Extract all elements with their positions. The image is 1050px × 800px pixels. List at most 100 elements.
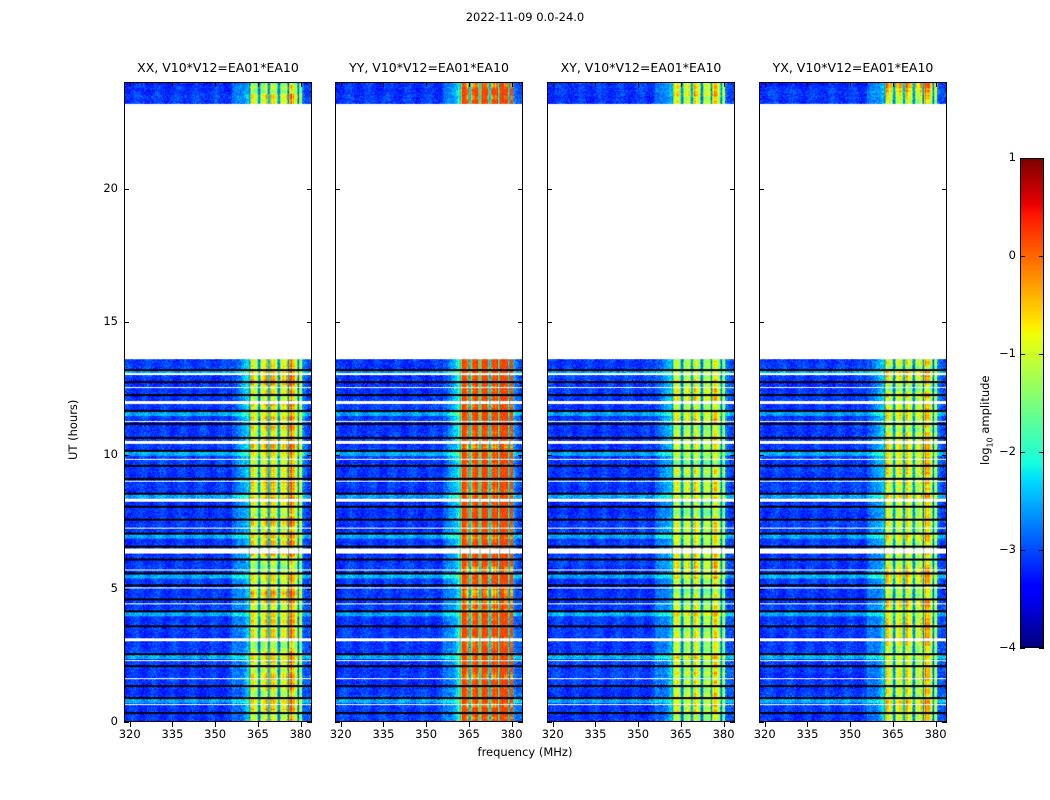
waterfall-panel-yx[interactable] xyxy=(759,82,947,722)
y-tick-label: 15 xyxy=(103,314,118,328)
waterfall-panel-yy[interactable] xyxy=(335,82,523,722)
x-tick-label: 350 xyxy=(204,727,227,741)
waterfall-image-xy xyxy=(548,83,734,721)
x-tick-mark xyxy=(511,722,513,727)
colorbar-tick-mark xyxy=(1020,158,1025,159)
x-tick-mark xyxy=(383,82,385,87)
waterfall-panel-xy[interactable] xyxy=(547,82,735,722)
x-tick-label: 380 xyxy=(289,727,312,741)
x-tick-mark xyxy=(340,722,342,727)
panel-title-yx: YX, V10*V12=EA01*EA10 xyxy=(772,60,934,75)
x-axis-label: frequency (MHz) xyxy=(477,745,573,759)
x-tick-mark xyxy=(300,82,302,87)
x-tick-mark xyxy=(638,722,640,727)
colorbar-tick-mark xyxy=(1020,550,1025,551)
colorbar-tick-label: −3 xyxy=(999,542,1016,556)
y-tick-mark xyxy=(518,588,523,590)
y-tick-mark xyxy=(124,455,129,457)
y-tick-mark xyxy=(547,188,552,190)
y-tick-mark xyxy=(335,722,340,723)
x-tick-mark xyxy=(426,82,428,87)
y-tick-mark xyxy=(547,322,552,323)
colorbar-tick-mark xyxy=(1020,452,1025,453)
x-tick-label: 320 xyxy=(541,727,564,741)
y-tick-mark xyxy=(942,188,947,190)
x-tick-mark xyxy=(468,722,470,727)
x-tick-mark xyxy=(552,722,554,727)
x-tick-mark xyxy=(300,722,302,727)
y-tick-mark xyxy=(307,322,312,323)
panel-title-yy: YY, V10*V12=EA01*EA10 xyxy=(349,60,509,75)
colorbar-tick-label: −2 xyxy=(999,444,1016,458)
colorbar-tick-mark xyxy=(1039,158,1044,159)
colorbar-tick-mark xyxy=(1039,648,1044,649)
x-tick-mark xyxy=(215,82,217,87)
x-tick-label: 320 xyxy=(753,727,776,741)
x-tick-mark xyxy=(257,722,259,727)
waterfall-image-xx xyxy=(125,83,311,721)
x-tick-label: 335 xyxy=(161,727,184,741)
waterfall-image-yx xyxy=(760,83,946,721)
x-tick-mark xyxy=(172,722,174,727)
x-tick-mark xyxy=(935,722,937,727)
y-tick-mark xyxy=(518,722,523,723)
y-tick-mark xyxy=(307,455,312,457)
x-tick-mark xyxy=(935,82,937,87)
x-tick-mark xyxy=(850,82,852,87)
colorbar-gradient xyxy=(1021,159,1043,647)
waterfall-image-yy xyxy=(336,83,522,721)
panel-title-xx: XX, V10*V12=EA01*EA10 xyxy=(137,60,299,75)
y-tick-mark xyxy=(942,722,947,723)
x-tick-label: 335 xyxy=(372,727,395,741)
x-tick-label: 380 xyxy=(500,727,523,741)
x-tick-mark xyxy=(129,82,131,87)
x-tick-mark xyxy=(807,82,809,87)
x-tick-mark xyxy=(680,722,682,727)
x-tick-mark xyxy=(383,722,385,727)
x-tick-mark xyxy=(595,722,597,727)
x-tick-mark xyxy=(511,82,513,87)
colorbar-tick-mark xyxy=(1020,354,1025,355)
y-tick-mark xyxy=(547,588,552,590)
x-tick-label: 365 xyxy=(457,727,480,741)
colorbar-tick-mark xyxy=(1039,256,1044,257)
y-tick-mark xyxy=(759,322,764,323)
colorbar-tick-mark xyxy=(1039,354,1044,355)
y-tick-mark xyxy=(335,588,340,590)
colorbar-tick-label: 0 xyxy=(1008,248,1016,262)
figure-suptitle: 2022-11-09 0.0-24.0 xyxy=(465,10,585,24)
y-axis-label: UT (hours) xyxy=(66,399,80,460)
x-tick-mark xyxy=(595,82,597,87)
y-tick-mark xyxy=(335,188,340,190)
x-tick-mark xyxy=(257,82,259,87)
y-tick-mark xyxy=(307,588,312,590)
colorbar xyxy=(1020,158,1044,648)
colorbar-tick-mark xyxy=(1039,550,1044,551)
colorbar-tick-mark xyxy=(1020,256,1025,257)
y-tick-mark xyxy=(518,322,523,323)
x-tick-mark xyxy=(680,82,682,87)
x-tick-mark xyxy=(723,82,725,87)
x-tick-label: 365 xyxy=(246,727,269,741)
x-tick-mark xyxy=(426,722,428,727)
y-tick-label: 0 xyxy=(110,714,118,728)
x-tick-mark xyxy=(172,82,174,87)
x-tick-label: 350 xyxy=(627,727,650,741)
colorbar-label-text: amplitude xyxy=(978,375,992,434)
x-tick-mark xyxy=(850,722,852,727)
waterfall-panel-xx[interactable] xyxy=(124,82,312,722)
y-tick-mark xyxy=(942,455,947,457)
y-tick-mark xyxy=(759,588,764,590)
x-tick-mark xyxy=(892,722,894,727)
y-tick-mark xyxy=(730,588,735,590)
colorbar-tick-label: −4 xyxy=(999,640,1016,654)
y-tick-mark xyxy=(730,322,735,323)
x-tick-mark xyxy=(764,82,766,87)
y-tick-mark xyxy=(335,322,340,323)
y-tick-mark xyxy=(759,455,764,457)
y-tick-mark xyxy=(547,455,552,457)
colorbar-tick-label: 1 xyxy=(1008,150,1016,164)
panel-title-xy: XY, V10*V12=EA01*EA10 xyxy=(560,60,722,75)
x-tick-label: 335 xyxy=(584,727,607,741)
